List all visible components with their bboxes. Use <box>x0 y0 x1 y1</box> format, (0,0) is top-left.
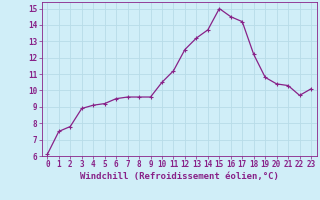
X-axis label: Windchill (Refroidissement éolien,°C): Windchill (Refroidissement éolien,°C) <box>80 172 279 181</box>
